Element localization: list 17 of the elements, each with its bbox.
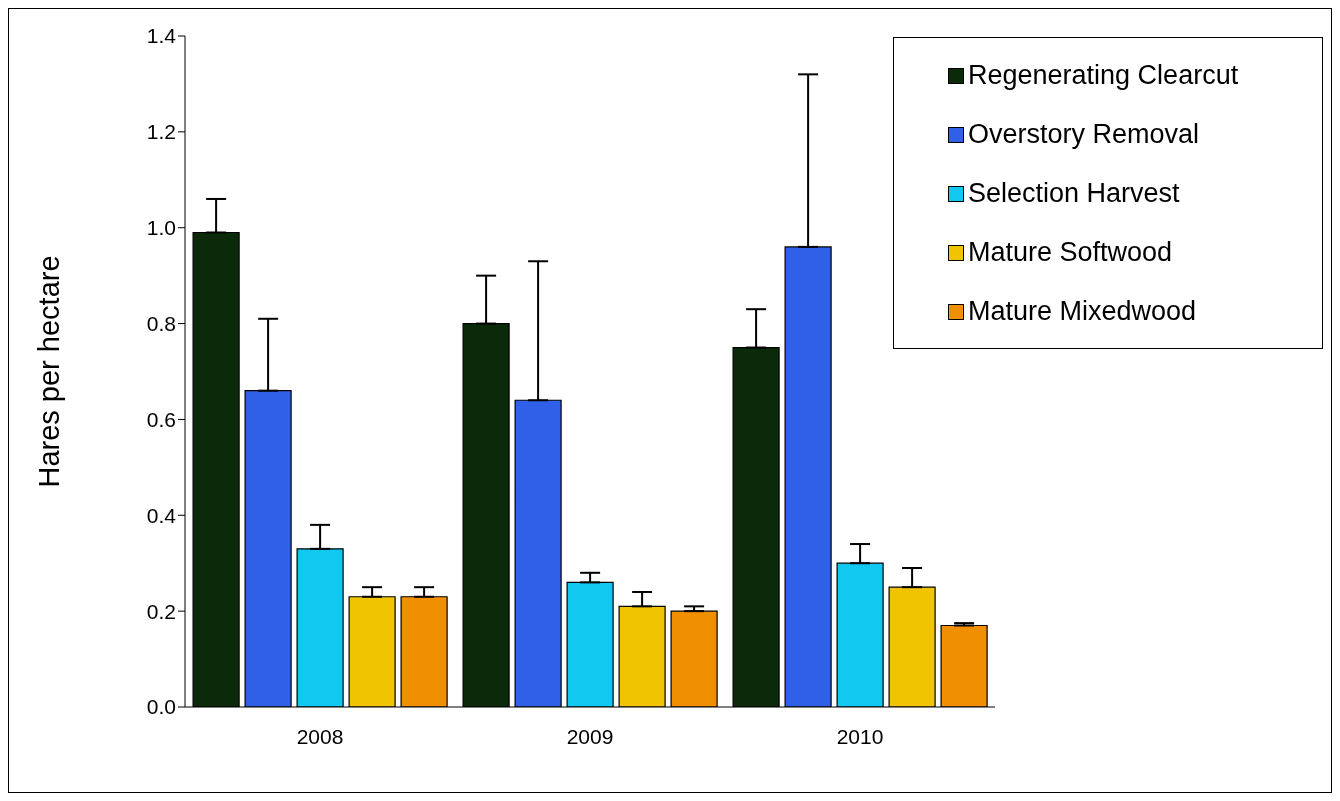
x-tick-label: 2009	[566, 724, 614, 748]
y-tick-label: 0.6	[146, 407, 176, 431]
y-tick-label: 1.4	[146, 24, 177, 48]
y-axis-title: Hares per hectare	[33, 255, 66, 488]
y-tick-label: 1.2	[146, 120, 176, 144]
x-tick-label: 2008	[296, 724, 344, 748]
legend-label: Overstory Removal	[968, 119, 1200, 150]
y-tick-label: 0.0	[146, 695, 176, 719]
legend-label: Mature Mixedwood	[968, 296, 1197, 327]
y-tick-label: 1.0	[146, 216, 176, 240]
y-tick-label: 0.2	[146, 599, 176, 623]
legend-label: Mature Softwood	[968, 237, 1173, 268]
legend-label: Selection Harvest	[968, 178, 1180, 209]
x-tick-label: 2010	[836, 724, 884, 748]
y-tick-label: 0.4	[146, 503, 177, 527]
y-tick-label: 0.8	[146, 312, 176, 336]
legend-label: Regenerating Clearcut	[968, 60, 1239, 91]
